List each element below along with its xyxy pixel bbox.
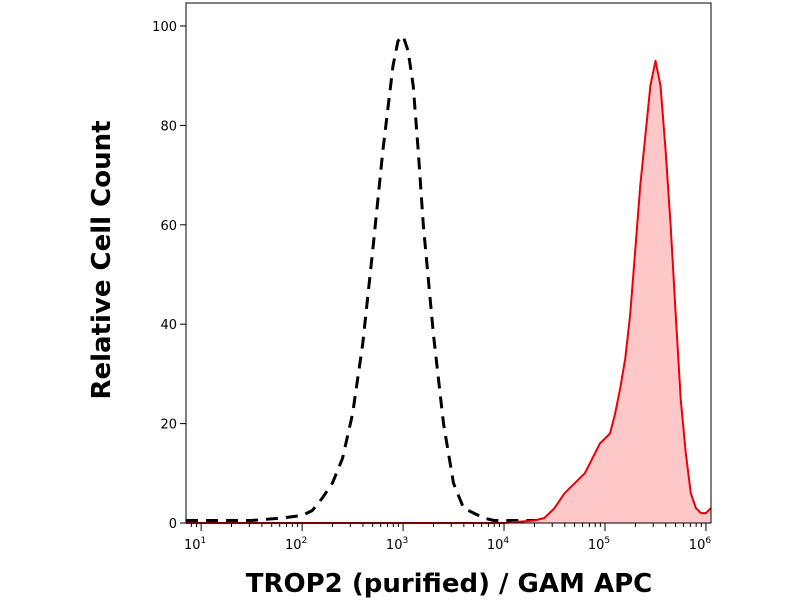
y-tick-label: 80 <box>160 119 177 134</box>
axes-frame <box>185 2 712 524</box>
y-axis-title: Relative Cell Count <box>87 120 117 399</box>
x-tick-label: 104 <box>487 536 510 553</box>
x-tick-label: 103 <box>386 536 408 553</box>
y-tick-label: 60 <box>160 219 177 234</box>
y-tick-label: 0 <box>169 517 177 532</box>
x-ticks: 101 102 103 104 105 106 <box>184 523 711 553</box>
x-tick-label: 101 <box>184 536 206 553</box>
x-tick-label: 105 <box>588 536 610 553</box>
series-TROP2-line <box>186 59 712 524</box>
y-tick-label: 40 <box>160 318 177 333</box>
y-tick-label: 20 <box>160 418 177 433</box>
series-control-line <box>186 34 711 522</box>
series-TROP2-area <box>186 60 711 524</box>
x-tick-label: 106 <box>689 536 712 553</box>
y-ticks: 0 20 40 60 80 100 <box>152 20 186 532</box>
y-tick-label: 100 <box>152 20 177 35</box>
x-tick-label: 102 <box>285 536 307 553</box>
series-layer <box>186 34 712 524</box>
x-axis-title: TROP2 (purified) / GAM APC <box>246 569 652 599</box>
